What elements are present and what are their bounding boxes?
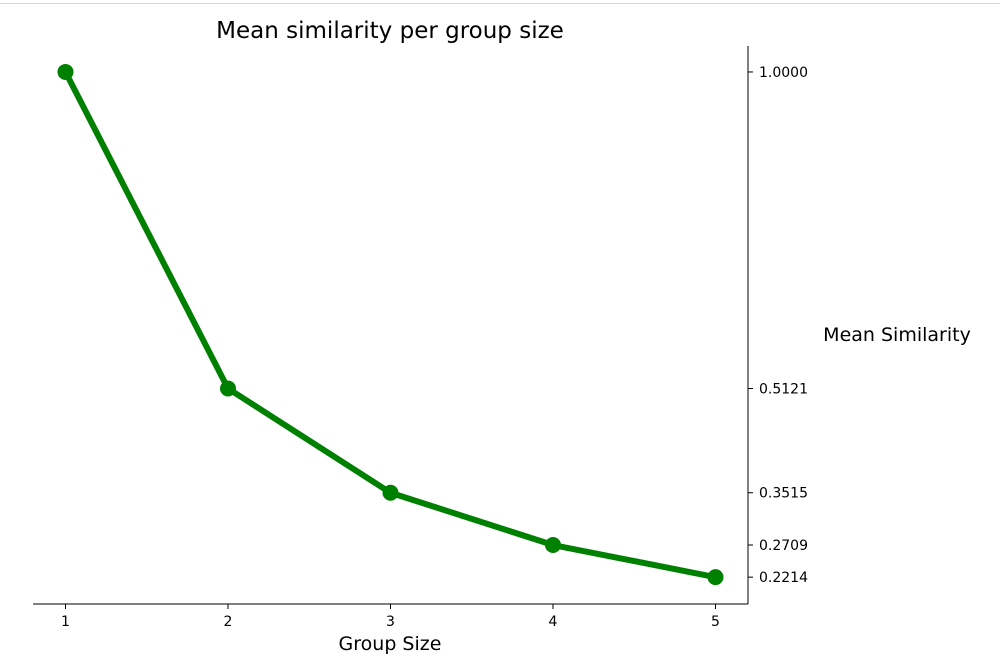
- x-tick-label: 2: [224, 614, 233, 630]
- data-point: [707, 569, 724, 586]
- y-tick-label: 0.5121: [759, 382, 808, 398]
- y-tick-label: 0.3515: [759, 486, 808, 502]
- y-axis-label: Mean Similarity: [823, 324, 971, 346]
- series-line: [62, 70, 717, 581]
- x-tick-label: 5: [711, 614, 720, 630]
- data-point: [220, 380, 236, 397]
- x-axis-label: Group Size: [339, 633, 442, 655]
- x-tick-label: 3: [386, 614, 395, 630]
- data-point: [545, 537, 561, 554]
- y-tick-label: 0.2214: [759, 570, 808, 586]
- y-tick-label: 1.0000: [759, 65, 808, 81]
- y-tick-label: 0.2709: [759, 538, 808, 554]
- window-top-border: [0, 0, 1000, 4]
- x-tick-label: 1: [61, 614, 70, 630]
- data-point: [382, 484, 399, 501]
- data-point: [57, 63, 74, 80]
- chart-title: Mean similarity per group size: [216, 18, 564, 44]
- x-tick-label: 4: [549, 614, 558, 630]
